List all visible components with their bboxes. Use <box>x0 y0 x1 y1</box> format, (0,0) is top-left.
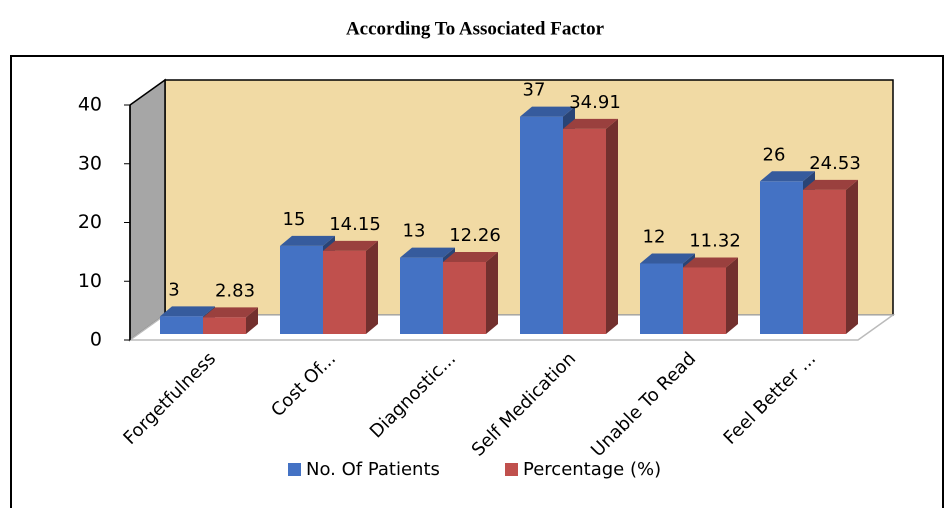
y-tick-label: 40 <box>78 94 102 116</box>
bar-side <box>246 307 258 334</box>
bar <box>563 118 618 334</box>
data-label: 34.91 <box>569 92 621 113</box>
x-tick-label: Forgetfulness <box>119 348 220 449</box>
bar-front <box>683 267 726 334</box>
bar-front <box>803 189 846 334</box>
bar-top <box>203 307 258 318</box>
bar-top <box>520 106 575 117</box>
bar-top <box>443 251 498 262</box>
y-tick-label: 30 <box>78 152 102 174</box>
bar-top <box>803 179 858 190</box>
bar-front <box>400 257 443 334</box>
bar <box>443 251 498 334</box>
legend-swatch <box>505 463 518 476</box>
bar-side <box>846 179 858 334</box>
x-tick-label: Diagnostic... <box>366 348 460 442</box>
legend-swatch <box>288 463 301 476</box>
bar <box>323 240 378 334</box>
bar-front <box>323 250 366 334</box>
data-label: 13 <box>403 221 426 242</box>
data-label: 24.53 <box>809 153 861 174</box>
data-label: 14.15 <box>329 214 381 235</box>
y-tick-label: 0 <box>90 329 102 351</box>
bar-top <box>563 118 618 129</box>
bar-top <box>280 235 335 246</box>
data-label: 37 <box>523 80 546 101</box>
y-tick-label: 20 <box>78 211 102 233</box>
bar-front <box>563 128 606 334</box>
chart-title: According To Associated Factor <box>346 18 605 39</box>
bar-front <box>443 261 486 334</box>
bar-top <box>160 306 215 317</box>
data-label: 2.83 <box>215 280 255 301</box>
x-tick-label: Cost Of... <box>267 348 340 421</box>
bar <box>203 307 258 334</box>
bar-top <box>640 253 695 264</box>
bar-side <box>726 257 738 334</box>
legend-label: Percentage (%) <box>523 459 661 480</box>
bar-front <box>640 263 683 334</box>
side-wall <box>129 78 166 342</box>
bar-side <box>606 118 618 334</box>
data-label: 12 <box>643 227 666 248</box>
bar-top <box>323 240 378 251</box>
x-tick-label: Self Medication <box>468 348 580 460</box>
bar-side <box>366 240 378 334</box>
data-label: 3 <box>168 279 179 300</box>
bar <box>803 179 858 334</box>
bar-top <box>760 171 815 182</box>
bar-front <box>760 181 803 334</box>
bar <box>683 257 738 334</box>
data-label: 26 <box>763 144 786 165</box>
bar-front <box>160 316 203 334</box>
data-label: 15 <box>283 209 306 230</box>
legend-label: No. Of Patients <box>306 459 440 480</box>
chart-border <box>10 55 944 508</box>
x-tick-label: Feel Better ... <box>720 348 821 449</box>
data-label: 11.32 <box>689 230 741 251</box>
bar-front <box>280 245 323 334</box>
bar-front <box>203 317 246 334</box>
bar-side <box>486 251 498 334</box>
bar-top <box>683 257 738 268</box>
x-tick-label: Unable To Read <box>587 348 700 461</box>
bar-front <box>520 116 563 334</box>
bar-top <box>400 247 455 258</box>
y-tick-label: 10 <box>78 270 102 292</box>
data-label: 12.26 <box>449 225 501 246</box>
